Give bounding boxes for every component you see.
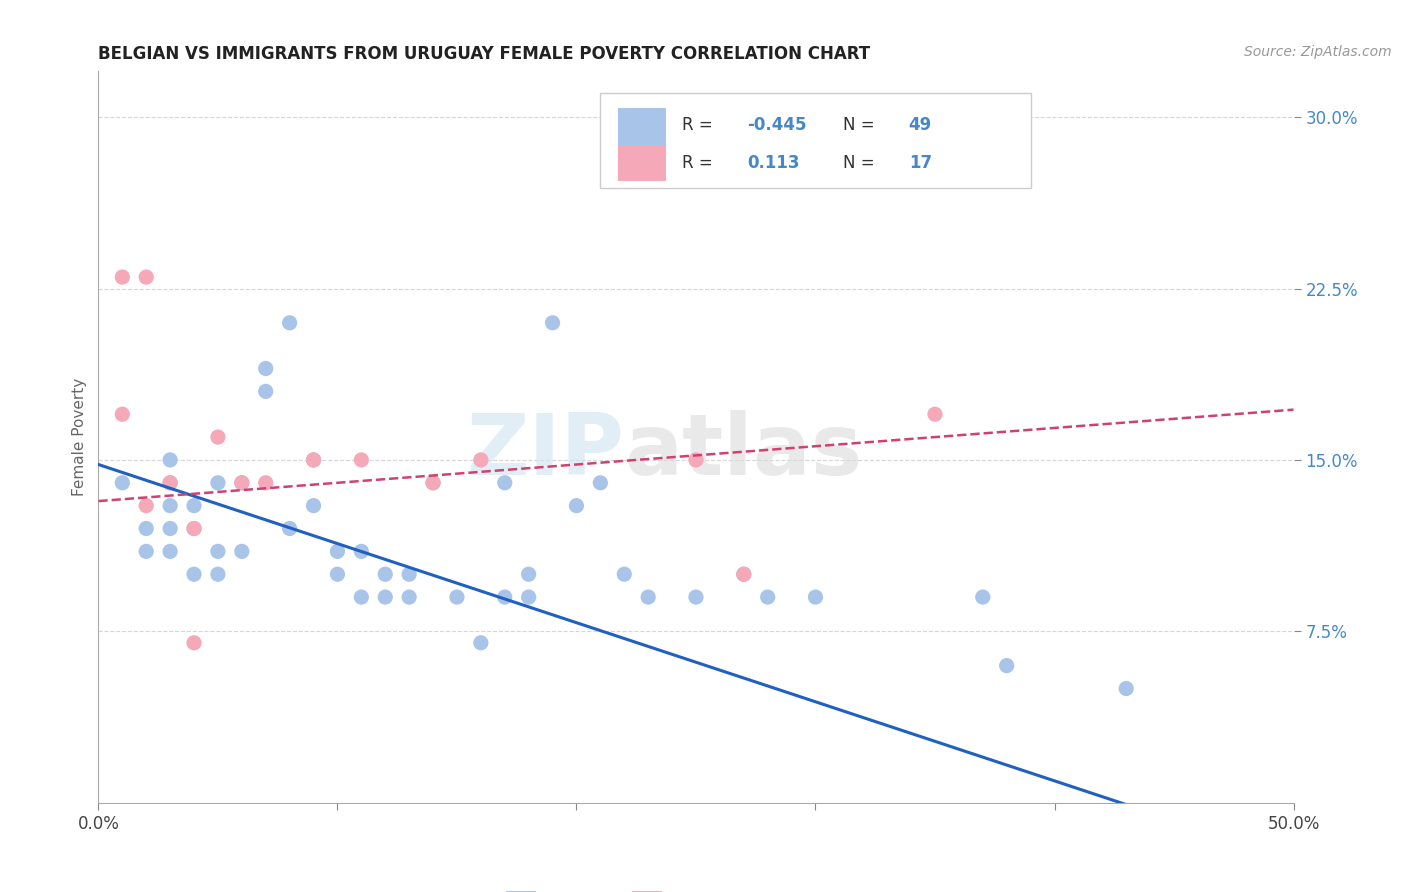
Point (278, 521, 301, 535)
Point (302, 453, 325, 467)
Point (398, 590, 420, 604)
Point (422, 475, 444, 490)
Y-axis label: Female Poverty: Female Poverty (72, 378, 87, 496)
Point (135, 499, 157, 513)
Text: R =: R = (682, 116, 713, 134)
Point (207, 567, 229, 582)
Point (207, 430, 229, 444)
Point (183, 636, 205, 650)
Bar (619, 108, 666, 145)
Point (254, 361, 277, 376)
Point (1115, 681, 1137, 696)
Point (159, 475, 181, 490)
Text: -0.445: -0.445 (748, 116, 807, 134)
Point (637, 590, 659, 604)
Point (302, 453, 325, 467)
Point (494, 475, 516, 490)
Point (733, 567, 755, 582)
Point (804, 590, 827, 604)
Point (446, 590, 468, 604)
Text: 17: 17 (908, 153, 932, 172)
Point (470, 453, 492, 467)
Point (733, 567, 755, 582)
Point (231, 475, 253, 490)
Point (972, 590, 994, 604)
Point (302, 499, 325, 513)
Point (183, 567, 205, 582)
Point (183, 521, 205, 535)
Point (613, 567, 636, 582)
Text: 0.113: 0.113 (748, 153, 800, 172)
Text: BELGIAN VS IMMIGRANTS FROM URUGUAY FEMALE POVERTY CORRELATION CHART: BELGIAN VS IMMIGRANTS FROM URUGUAY FEMAL… (98, 45, 870, 62)
Point (326, 544, 349, 558)
Text: 49: 49 (908, 116, 932, 134)
Text: N =: N = (844, 116, 875, 134)
Point (517, 567, 540, 582)
Text: Source: ZipAtlas.com: Source: ZipAtlas.com (1244, 45, 1392, 59)
Point (494, 590, 516, 604)
Point (159, 544, 181, 558)
Point (135, 521, 157, 535)
Text: atlas: atlas (624, 410, 862, 493)
Point (278, 316, 301, 330)
Point (207, 475, 229, 490)
Point (326, 567, 349, 582)
Point (374, 567, 396, 582)
Text: N =: N = (844, 153, 875, 172)
Point (422, 475, 444, 490)
Point (517, 590, 540, 604)
Point (159, 521, 181, 535)
Point (231, 475, 253, 490)
Point (183, 499, 205, 513)
Point (159, 453, 181, 467)
Point (350, 453, 373, 467)
Point (111, 270, 134, 285)
Point (350, 590, 373, 604)
Point (231, 544, 253, 558)
Text: R =: R = (682, 153, 713, 172)
Point (135, 544, 157, 558)
Text: ZIP: ZIP (467, 410, 624, 493)
Bar (619, 145, 666, 181)
Point (541, 316, 564, 330)
Point (685, 453, 707, 467)
Point (111, 475, 134, 490)
Point (398, 567, 420, 582)
Point (135, 270, 157, 285)
Point (159, 499, 181, 513)
Point (565, 499, 588, 513)
Point (924, 407, 946, 421)
Legend: Belgians, Immigrants from Uruguay: Belgians, Immigrants from Uruguay (499, 884, 893, 892)
Point (589, 475, 612, 490)
Point (374, 590, 396, 604)
Point (685, 590, 707, 604)
Point (995, 658, 1018, 673)
Point (207, 544, 229, 558)
FancyBboxPatch shape (600, 94, 1031, 188)
Point (254, 475, 277, 490)
Point (470, 636, 492, 650)
Point (756, 590, 779, 604)
Point (111, 407, 134, 421)
Point (254, 384, 277, 399)
Point (159, 475, 181, 490)
Point (183, 521, 205, 535)
Point (350, 544, 373, 558)
